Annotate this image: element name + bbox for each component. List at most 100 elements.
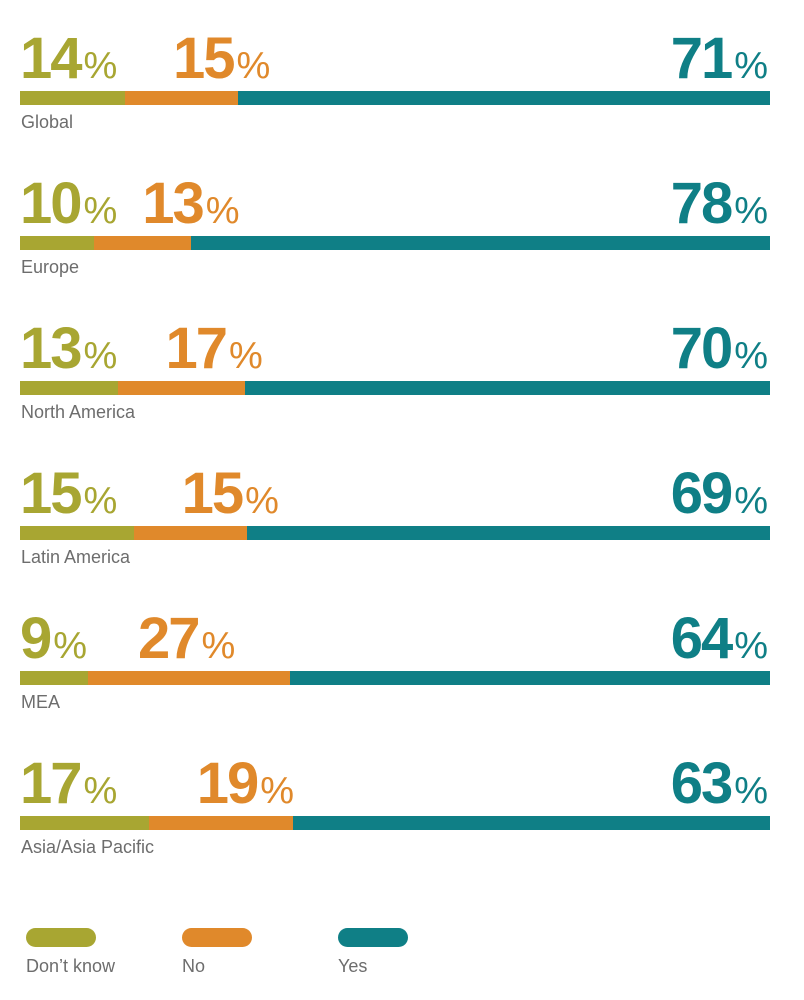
percent-sign: % [734, 335, 768, 377]
value-number: 14 [20, 26, 82, 91]
percent-sign: % [83, 190, 118, 232]
percent-sign: % [236, 45, 271, 87]
legend-swatch-dont-know [26, 928, 96, 947]
row-latin-america: 15% 15% 69% Latin America [20, 463, 770, 573]
category-label-latin-america: Latin America [21, 547, 131, 567]
bar-segment-no-north-america [117, 381, 245, 395]
percent-sign: % [83, 45, 118, 87]
bar-segment-yes-global [237, 91, 770, 105]
value-label-yes-latin-america: 69% [671, 463, 768, 525]
percent-sign: % [245, 480, 279, 522]
percent-sign: % [734, 190, 768, 232]
bar-global [20, 91, 770, 105]
bar-segment-no-asia-asia-pacific [148, 816, 293, 830]
bar-segment-dont-know-latin-america [20, 526, 134, 540]
value-number: 17 [20, 751, 82, 816]
row-global: 14% 15% 71% Global [20, 28, 770, 138]
row-asia-asia-pacific: 17% 19% 63% Asia/Asia Pacific [20, 753, 770, 863]
bar-segment-yes-europe [190, 236, 770, 250]
value-number: 78 [670, 171, 733, 236]
value-number: 17 [165, 316, 228, 381]
value-number: 71 [670, 26, 733, 91]
value-label-yes-north-america: 70% [671, 318, 768, 380]
value-label-dont-know-asia-asia-pacific: 17% [20, 753, 117, 815]
value-label-yes-global: 71% [671, 28, 768, 90]
value-label-dont-know-europe: 10% [20, 173, 117, 235]
percent-sign: % [734, 45, 768, 87]
legend-label-no: No [182, 956, 206, 976]
bar-segment-yes-latin-america [247, 526, 770, 540]
value-number: 15 [20, 461, 82, 526]
bar-segment-dont-know-europe [20, 236, 95, 250]
category-label-global: Global [21, 112, 74, 132]
percent-sign: % [734, 770, 768, 812]
legend-label-yes: Yes [338, 956, 368, 976]
value-label-yes-mea: 64% [671, 608, 768, 670]
percent-sign: % [83, 770, 118, 812]
value-label-no-asia-asia-pacific: 19% [197, 753, 294, 815]
percent-sign: % [205, 190, 240, 232]
category-label-asia-asia-pacific: Asia/Asia Pacific [21, 837, 155, 857]
percent-sign: % [201, 625, 236, 667]
value-number: 27 [138, 606, 200, 671]
bar-segment-dont-know-asia-asia-pacific [20, 816, 149, 830]
percent-sign: % [229, 335, 263, 377]
value-number: 63 [670, 751, 733, 816]
row-north-america: 13% 17% 70% North America [20, 318, 770, 428]
legend-swatch-no [182, 928, 252, 947]
bar-segment-dont-know-mea [20, 671, 88, 685]
value-number: 10 [20, 171, 82, 236]
percent-sign: % [734, 480, 768, 522]
bar-segment-yes-north-america [245, 381, 770, 395]
value-label-no-global: 15% [173, 28, 270, 90]
value-number: 19 [196, 751, 259, 816]
percent-sign: % [83, 480, 118, 522]
value-number: 15 [173, 26, 235, 91]
value-label-dont-know-north-america: 13% [20, 318, 117, 380]
percent-sign: % [53, 625, 88, 667]
value-number: 64 [670, 606, 733, 671]
value-number: 15 [181, 461, 244, 526]
value-number: 13 [142, 171, 204, 236]
bar-segment-no-europe [94, 236, 191, 250]
bar-europe [20, 236, 770, 250]
value-label-no-north-america: 17% [166, 318, 263, 380]
bar-segment-yes-asia-asia-pacific [292, 816, 770, 830]
category-label-north-america: North America [21, 402, 136, 422]
legend-item-yes: Yes [338, 928, 408, 977]
bar-asia-asia-pacific [20, 816, 770, 830]
legend-swatch-yes [338, 928, 408, 947]
percent-sign: % [83, 335, 118, 377]
category-label-europe: Europe [21, 257, 80, 277]
value-label-no-europe: 13% [142, 173, 239, 235]
value-label-yes-europe: 78% [671, 173, 768, 235]
bar-segment-dont-know-global [20, 91, 125, 105]
legend-item-no: No [182, 928, 252, 977]
value-label-dont-know-global: 14% [20, 28, 117, 90]
percent-sign: % [734, 625, 768, 667]
bar-mea [20, 671, 770, 685]
bar-segment-yes-mea [290, 671, 770, 685]
bar-north-america [20, 381, 770, 395]
bar-segment-no-latin-america [133, 526, 248, 540]
value-label-dont-know-latin-america: 15% [20, 463, 117, 525]
row-mea: 9% 27% 64% MEA [20, 608, 770, 718]
category-label-mea: MEA [21, 692, 61, 712]
value-label-no-latin-america: 15% [182, 463, 279, 525]
legend: Don’t know No Yes [26, 928, 526, 988]
legend-label-dont-know: Don’t know [26, 956, 116, 976]
bar-segment-no-global [125, 91, 238, 105]
value-label-no-mea: 27% [138, 608, 235, 670]
value-number: 13 [20, 316, 82, 381]
value-number: 69 [670, 461, 733, 526]
bar-segment-dont-know-north-america [20, 381, 118, 395]
bar-segment-no-mea [87, 671, 290, 685]
percent-sign: % [260, 770, 295, 812]
value-number: 70 [670, 316, 733, 381]
value-number: 9 [20, 606, 52, 671]
value-label-yes-asia-asia-pacific: 63% [671, 753, 768, 815]
value-label-dont-know-mea: 9% [20, 608, 87, 670]
legend-item-dont-know: Don’t know [26, 928, 115, 977]
row-europe: 10% 13% 78% Europe [20, 173, 770, 283]
